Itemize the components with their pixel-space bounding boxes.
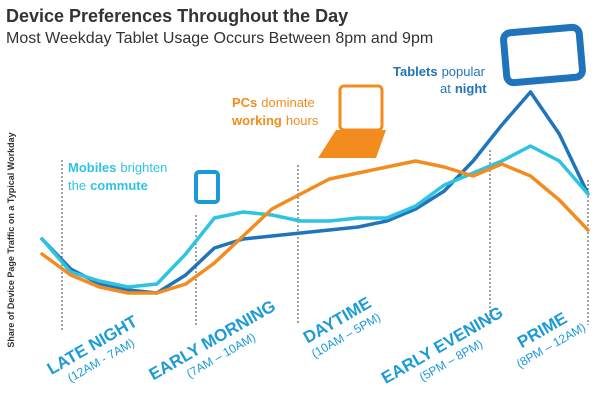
annotation: Mobiles brighten the commute bbox=[68, 160, 167, 193]
series-line bbox=[40, 159, 590, 295]
dividers bbox=[61, 150, 589, 330]
chart-title: Device Preferences Throughout the Day bbox=[6, 6, 348, 26]
period-label: EARLY EVENING bbox=[378, 303, 506, 388]
series-line bbox=[40, 144, 590, 289]
annotation: Tablets popular at night bbox=[393, 64, 487, 96]
icons bbox=[194, 23, 586, 204]
annotation: PCs dominate working hours bbox=[231, 95, 319, 128]
chart-subtitle: Most Weekday Tablet Usage Occurs Between… bbox=[6, 30, 433, 47]
y-axis-label: Share of Device Page Traffic on a Typica… bbox=[6, 132, 16, 347]
period-label: EARLY MORNING bbox=[146, 296, 279, 384]
series-line bbox=[40, 90, 590, 295]
